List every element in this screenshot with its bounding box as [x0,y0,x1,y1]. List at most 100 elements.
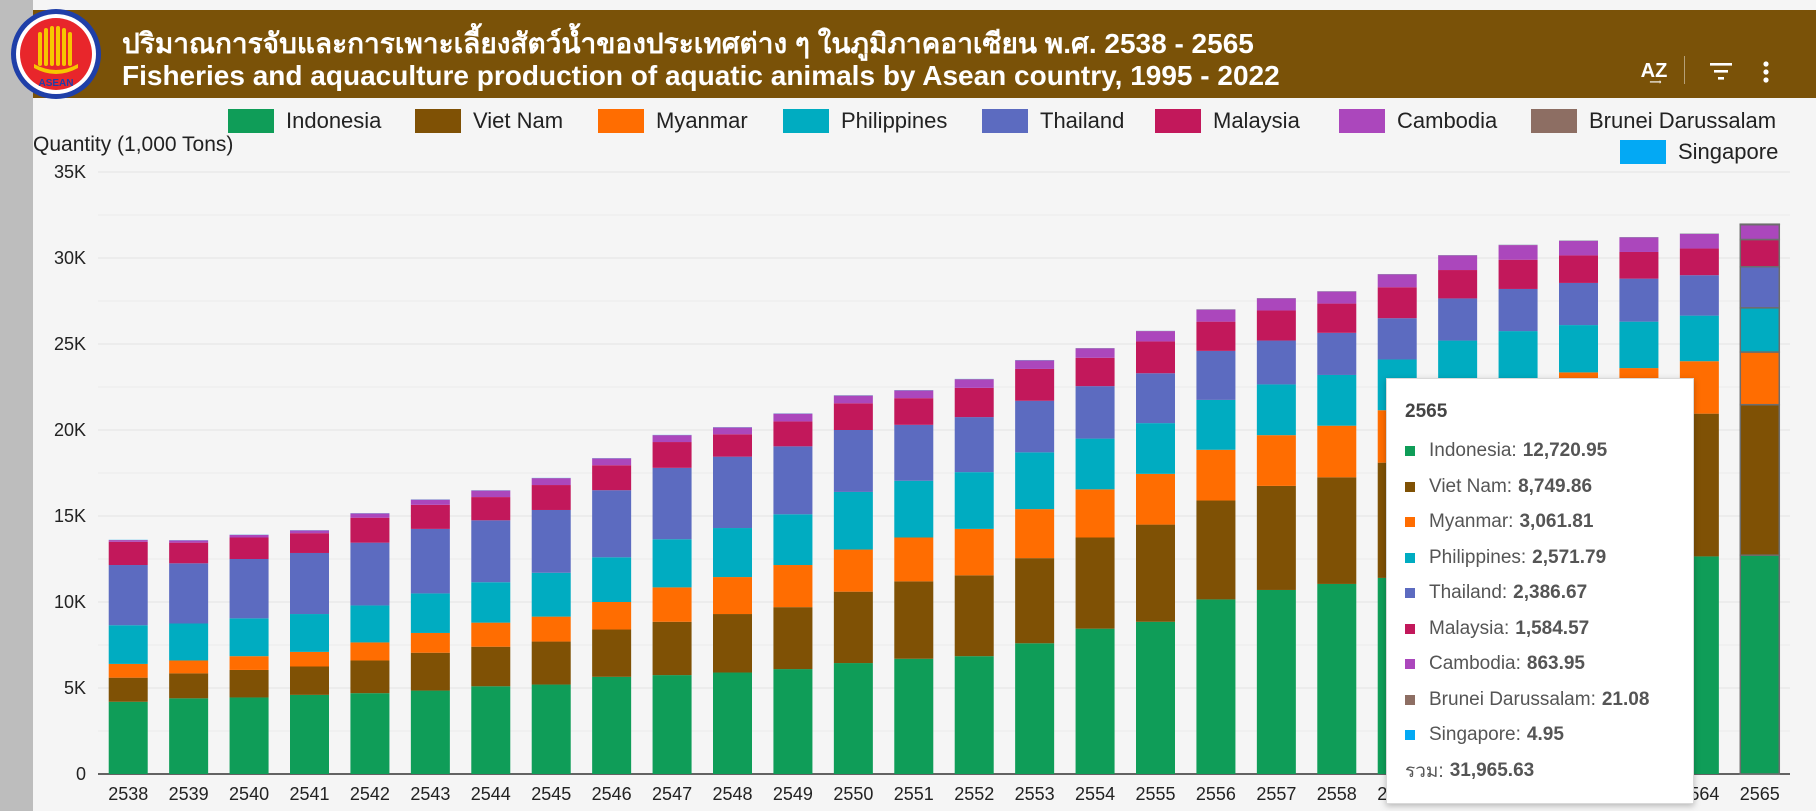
bar-segment-malaysia-2546[interactable] [592,465,632,491]
bar-segment-philippines-2562[interactable] [1559,325,1598,373]
bar-segment-viet-nam-2557[interactable] [1256,485,1296,590]
bar-segment-indonesia-2542[interactable] [350,693,390,774]
more-vert-icon[interactable] [1758,60,1774,86]
bar-segment-viet-nam-2543[interactable] [410,652,450,691]
bar-segment-myanmar-2542[interactable] [350,642,390,661]
bar-segment-cambodia-2554[interactable] [1075,348,1115,358]
legend-item-viet-nam[interactable]: Viet Nam [415,107,563,135]
bar-segment-cambodia-2544[interactable] [471,490,511,498]
bar-segment-indonesia-2554[interactable] [1075,628,1115,774]
bar-segment-cambodia-2564[interactable] [1679,233,1719,249]
bar-segment-cambodia-2556[interactable] [1196,309,1236,322]
bar-segment-thailand-2544[interactable] [471,520,511,583]
bar-segment-malaysia-2545[interactable] [531,485,571,510]
bar-segment-philippines-2550[interactable] [833,491,873,550]
bar-segment-cambodia-2565[interactable] [1739,223,1781,241]
bar-segment-cambodia-2559[interactable] [1377,274,1417,288]
bar-segment-thailand-2538[interactable] [108,565,148,626]
bar-segment-thailand-2563[interactable] [1619,278,1659,322]
bar-segment-viet-nam-2542[interactable] [350,660,390,694]
bar-segment-viet-nam-2550[interactable] [833,591,873,664]
bar-segment-thailand-2550[interactable] [833,430,873,492]
bar-segment-malaysia-2563[interactable] [1619,251,1659,279]
bar-segment-thailand-2546[interactable] [592,490,632,558]
bar-segment-myanmar-2540[interactable] [229,656,269,670]
bar-segment-viet-nam-2554[interactable] [1075,537,1115,629]
bar-segment-cambodia-2550[interactable] [833,395,873,404]
bar-segment-thailand-2542[interactable] [350,542,390,606]
bar-segment-indonesia-2549[interactable] [773,669,813,774]
bar-segment-myanmar-2545[interactable] [531,616,571,642]
bar-segment-philippines-2540[interactable] [229,618,269,657]
bar-segment-indonesia-2552[interactable] [954,656,994,774]
bar-segment-cambodia-2541[interactable] [290,530,329,534]
bar-segment-philippines-2547[interactable] [652,539,692,588]
legend-item-malaysia[interactable]: Malaysia [1155,107,1300,135]
bar-segment-cambodia-2542[interactable] [350,513,390,518]
bar-segment-viet-nam-2565[interactable] [1739,403,1781,556]
bar-segment-indonesia-2544[interactable] [471,686,511,774]
bar-segment-thailand-2555[interactable] [1136,373,1175,424]
bar-segment-viet-nam-2551[interactable] [894,581,934,659]
legend-item-myanmar[interactable]: Myanmar [598,107,748,135]
bar-segment-cambodia-2551[interactable] [894,390,934,399]
bar-segment-myanmar-2544[interactable] [471,622,511,647]
legend-item-cambodia[interactable]: Cambodia [1339,107,1497,135]
bar-segment-viet-nam-2539[interactable] [169,673,209,699]
bar-segment-malaysia-2548[interactable] [713,434,752,457]
bar-segment-indonesia-2558[interactable] [1317,583,1357,774]
bar-segment-philippines-2552[interactable] [954,472,994,529]
sort-az-icon[interactable]: A͢Z [1640,60,1668,82]
bar-segment-thailand-2565[interactable] [1739,266,1781,309]
bar-segment-cambodia-2548[interactable] [713,427,752,435]
bar-segment-viet-nam-2538[interactable] [108,677,148,702]
bar-segment-viet-nam-2553[interactable] [1015,558,1055,644]
bar-segment-philippines-2549[interactable] [773,514,813,566]
bar-segment-philippines-2541[interactable] [290,614,329,652]
bar-segment-malaysia-2539[interactable] [169,542,209,564]
bar-segment-cambodia-2547[interactable] [652,435,692,443]
bar-segment-indonesia-2546[interactable] [592,676,632,774]
bar-segment-cambodia-2563[interactable] [1619,237,1659,252]
bar-segment-thailand-2541[interactable] [290,552,329,615]
bar-segment-philippines-2556[interactable] [1196,399,1236,450]
bar-segment-malaysia-2551[interactable] [894,398,934,425]
bar-segment-philippines-2545[interactable] [531,572,571,617]
bar-segment-indonesia-2543[interactable] [410,690,450,774]
bar-segment-malaysia-2554[interactable] [1075,357,1115,387]
legend-item-indonesia[interactable]: Indonesia [228,107,381,135]
bar-segment-viet-nam-2556[interactable] [1196,500,1236,600]
legend-item-thailand[interactable]: Thailand [982,107,1124,135]
bar-segment-malaysia-2560[interactable] [1438,270,1478,299]
bar-segment-malaysia-2553[interactable] [1015,368,1055,401]
bar-segment-philippines-2543[interactable] [410,593,450,633]
bar-segment-thailand-2548[interactable] [713,456,752,529]
bar-segment-cambodia-2552[interactable] [954,379,994,388]
bar-segment-malaysia-2557[interactable] [1256,310,1296,341]
bar-segment-viet-nam-2552[interactable] [954,575,994,657]
bar-segment-malaysia-2543[interactable] [410,504,450,529]
bar-segment-philippines-2538[interactable] [108,625,148,664]
bar-segment-philippines-2542[interactable] [350,605,390,643]
bar-segment-indonesia-2555[interactable] [1136,621,1175,774]
bar-segment-thailand-2557[interactable] [1256,340,1296,385]
bar-segment-thailand-2554[interactable] [1075,386,1115,439]
bar-segment-myanmar-2541[interactable] [290,651,329,667]
bar-segment-myanmar-2551[interactable] [894,537,934,582]
bar-segment-philippines-2561[interactable] [1498,331,1538,381]
bar-segment-viet-nam-2555[interactable] [1136,524,1175,622]
bar-segment-thailand-2540[interactable] [229,559,269,619]
bar-segment-myanmar-2550[interactable] [833,549,873,592]
bar-segment-myanmar-2543[interactable] [410,632,450,653]
bar-segment-philippines-2565[interactable] [1739,307,1781,353]
bar-segment-cambodia-2549[interactable] [773,413,813,422]
bar-segment-myanmar-2547[interactable] [652,587,692,622]
bar-segment-cambodia-2545[interactable] [531,478,571,486]
bar-segment-myanmar-2539[interactable] [169,660,209,674]
bar-segment-myanmar-2558[interactable] [1317,425,1357,478]
bar-segment-myanmar-2557[interactable] [1256,435,1296,486]
bar-segment-cambodia-2562[interactable] [1559,240,1598,256]
bar-segment-indonesia-2541[interactable] [290,694,329,774]
bar-segment-thailand-2547[interactable] [652,467,692,540]
bar-segment-malaysia-2541[interactable] [290,533,329,553]
